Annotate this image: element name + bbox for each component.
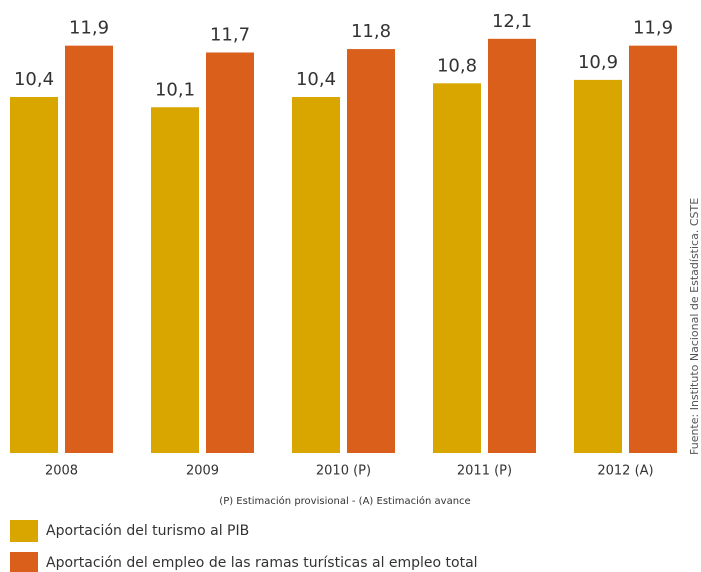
value-label: 10,4: [14, 69, 54, 90]
bar: [10, 97, 58, 453]
x-tick-label: 2012 (A): [597, 464, 653, 479]
value-label: 11,9: [633, 18, 673, 39]
bar: [292, 97, 340, 453]
bar: [433, 83, 481, 454]
legend-label: Aportación del empleo de las ramas turís…: [46, 555, 478, 571]
legend-swatch: [10, 552, 38, 572]
value-label: 11,9: [69, 18, 109, 39]
source: Fuente: Instituto Nacional de Estadístic…: [688, 198, 701, 455]
bar: [347, 49, 395, 453]
bar: [65, 45, 113, 454]
x-tick-label: 2009: [186, 464, 219, 479]
value-label: 11,8: [351, 21, 391, 42]
value-label: 12,1: [492, 11, 532, 32]
bar: [574, 79, 622, 453]
value-label: 10,8: [437, 55, 477, 76]
legend-swatch: [10, 520, 38, 542]
value-label: 11,7: [210, 25, 250, 46]
value-label: 10,1: [155, 79, 195, 100]
note: (P) Estimación provisional - (A) Estimac…: [219, 495, 470, 507]
bar: [629, 45, 677, 454]
bar: [206, 52, 254, 453]
bar: [488, 38, 536, 454]
value-label: 10,4: [296, 69, 336, 90]
x-tick-label: 2011 (P): [457, 464, 512, 479]
x-tick-label: 2008: [45, 464, 78, 479]
bar: [151, 107, 199, 454]
x-tick-label: 2010 (P): [316, 464, 371, 479]
value-label: 10,9: [578, 52, 618, 73]
legend-label: Aportación del turismo al PIB: [46, 523, 249, 539]
